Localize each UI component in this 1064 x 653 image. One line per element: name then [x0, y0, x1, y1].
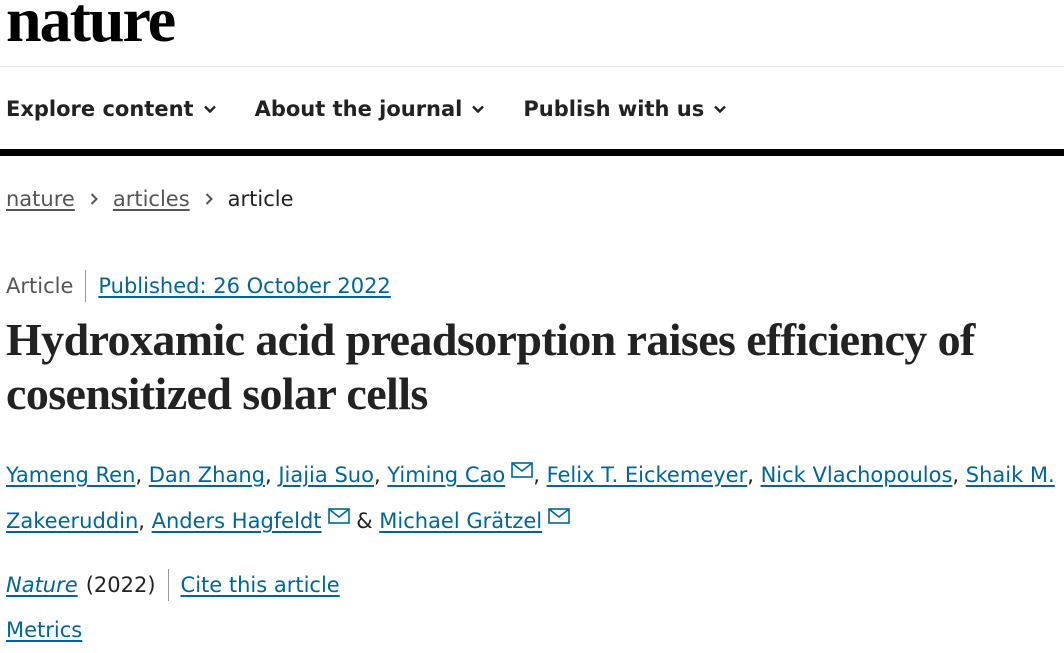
published-date-link[interactable]: Published: 26 October 2022 — [98, 274, 391, 298]
author-separator: , — [138, 509, 152, 533]
author-separator: , — [373, 463, 388, 487]
breadcrumb-current: article — [227, 187, 294, 211]
breadcrumb: nature articles article — [6, 187, 294, 211]
header-divider — [0, 66, 1064, 67]
author-link[interactable]: Dan Zhang — [148, 463, 265, 487]
author-separator: , — [264, 463, 279, 487]
article-type: Article — [6, 274, 74, 298]
author-link[interactable]: Yiming Cao — [387, 463, 506, 487]
main-nav: Explore content About the journal Publis… — [6, 93, 765, 125]
nav-about-the-journal-label: About the journal — [254, 97, 463, 121]
envelope-icon[interactable] — [327, 508, 350, 524]
nav-about-the-journal[interactable]: About the journal — [255, 97, 486, 121]
author-link[interactable]: Yameng Ren — [6, 463, 136, 487]
article-title: Hydroxamic acid preadsorption raises eff… — [6, 314, 975, 419]
nav-explore-content-label: Explore content — [6, 97, 194, 121]
nature-logo[interactable]: nature — [6, 0, 176, 55]
author-separator: , — [952, 463, 966, 487]
author-last-separator: & — [349, 509, 380, 533]
cite-this-article-link[interactable]: Cite this article — [180, 573, 340, 597]
article-meta: Article Published: 26 October 2022 — [6, 270, 391, 302]
metrics-section: Metrics — [6, 618, 82, 642]
nav-explore-content[interactable]: Explore content — [6, 97, 217, 121]
author-separator: , — [533, 463, 547, 487]
meta-divider — [85, 270, 87, 302]
citation-line: Nature (2022) Cite this article — [6, 569, 340, 601]
author-link[interactable]: Shaik M. Zakeeruddin — [6, 463, 1055, 533]
chevron-down-icon — [472, 105, 485, 114]
nav-divider — [0, 149, 1064, 156]
metrics-link[interactable]: Metrics — [6, 618, 83, 642]
author-link[interactable]: Anders Hagfeldt — [151, 509, 322, 533]
author-list: Yameng Ren, Dan Zhang, Jiajia Suo, Yimin… — [6, 452, 1061, 544]
breadcrumb-articles[interactable]: articles — [112, 187, 190, 211]
author-separator: , — [747, 463, 761, 487]
chevron-right-icon — [90, 193, 98, 205]
nav-publish-with-us-label: Publish with us — [523, 97, 705, 121]
breadcrumb-nature[interactable]: nature — [6, 187, 75, 211]
chevron-down-icon — [203, 105, 216, 114]
publication-year: (2022) — [85, 573, 156, 597]
journal-link[interactable]: Nature — [6, 573, 78, 597]
author-link[interactable]: Felix T. Eickemeyer — [546, 463, 748, 487]
nav-publish-with-us[interactable]: Publish with us — [523, 97, 727, 121]
author-separator: , — [135, 463, 149, 487]
author-link[interactable]: Nick Vlachopoulos — [760, 463, 953, 487]
envelope-icon[interactable] — [511, 462, 534, 478]
chevron-right-icon — [205, 193, 213, 205]
author-link[interactable]: Michael Grätzel — [379, 509, 543, 533]
author-link[interactable]: Jiajia Suo — [278, 463, 374, 487]
envelope-icon[interactable] — [548, 508, 570, 524]
citation-divider — [167, 569, 169, 601]
chevron-down-icon — [714, 105, 727, 114]
